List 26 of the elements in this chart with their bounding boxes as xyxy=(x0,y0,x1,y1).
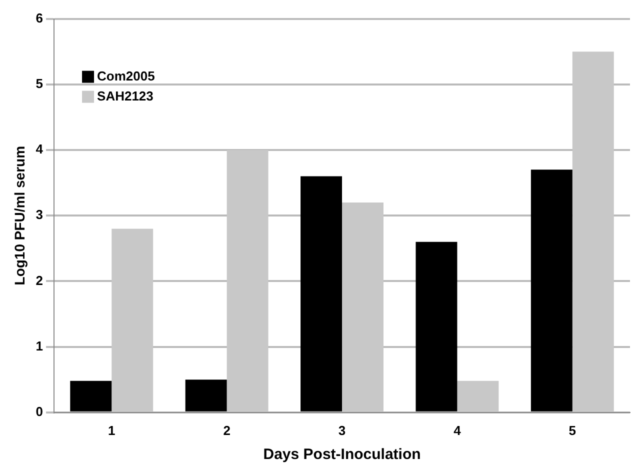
bar xyxy=(226,150,268,412)
y-tick-label: 5 xyxy=(36,76,44,91)
bar xyxy=(70,380,112,412)
x-tick-label: 3 xyxy=(338,422,346,438)
bar xyxy=(112,228,154,412)
y-tick-label: 2 xyxy=(36,272,44,288)
bar xyxy=(457,380,499,412)
bar xyxy=(185,380,227,412)
x-tick-label: 2 xyxy=(223,422,230,438)
legend-label: Com2005 xyxy=(97,68,155,84)
x-axis-title: Days Post-Inoculation xyxy=(263,446,421,464)
bar xyxy=(572,52,614,412)
y-tick-label: 0 xyxy=(36,404,44,419)
legend-label: SAH2123 xyxy=(97,88,154,104)
bar xyxy=(416,242,458,412)
bar xyxy=(300,176,342,412)
y-tick-label: 6 xyxy=(36,10,44,26)
x-tick-label: 4 xyxy=(454,422,462,438)
y-tick-label: 4 xyxy=(36,142,44,157)
bar xyxy=(342,202,384,412)
y-tick-label: 3 xyxy=(36,207,44,222)
x-tick-label: 5 xyxy=(568,422,576,438)
y-tick-label: 1 xyxy=(36,338,44,354)
x-tick-label: 1 xyxy=(108,422,116,438)
y-axis-title: Log10 PFU/ml serum xyxy=(11,146,28,286)
bar xyxy=(530,170,572,412)
